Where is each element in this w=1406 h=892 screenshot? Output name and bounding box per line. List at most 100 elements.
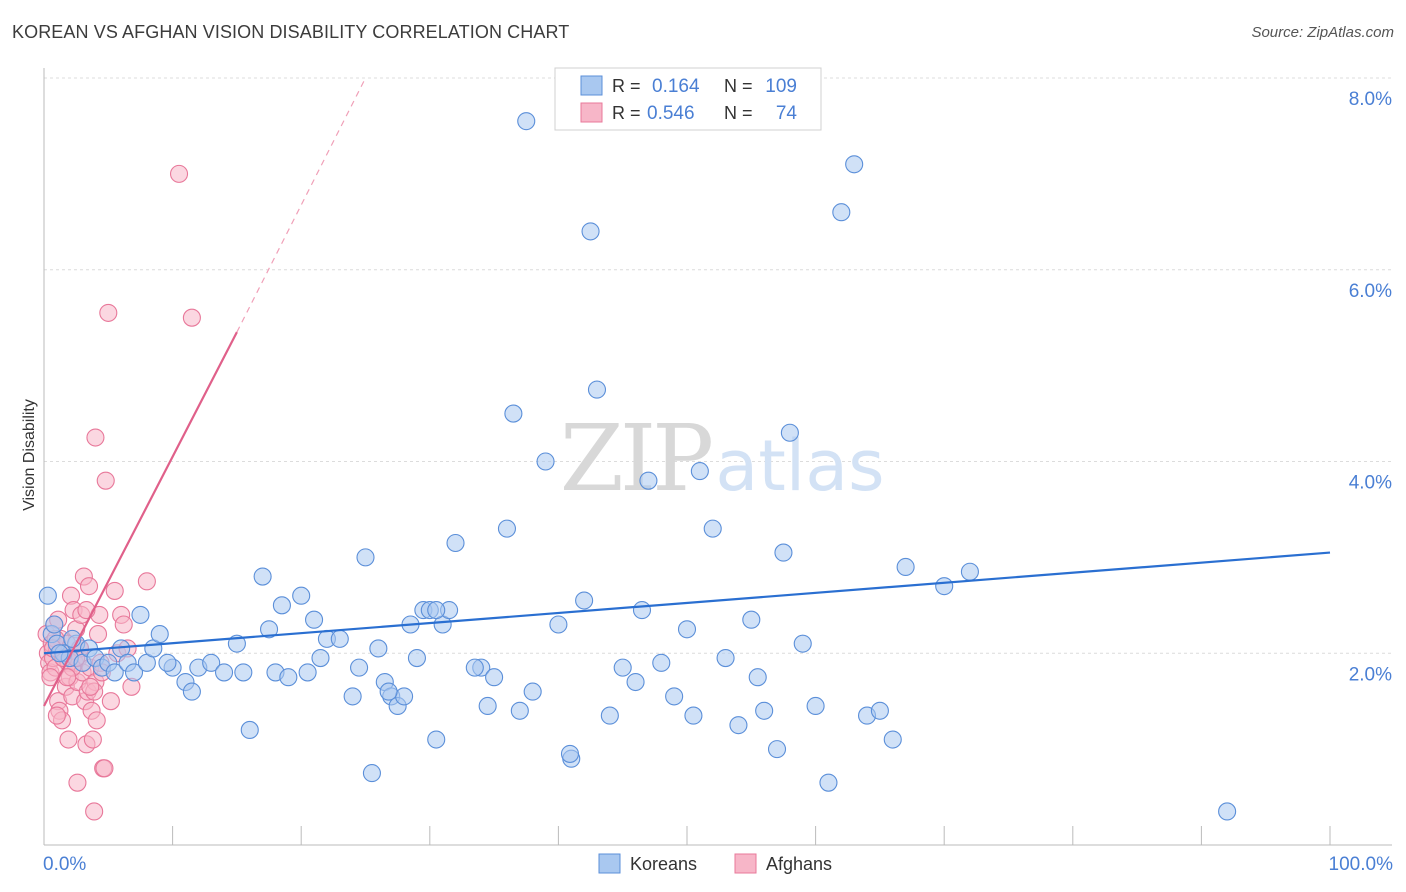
y-tick-label-3: 8.0% <box>1349 89 1392 110</box>
axes <box>43 68 1392 846</box>
stats-legend: R = 0.164 N = 109 R = 0.546 N = 74 <box>554 67 822 131</box>
korean-point-56 <box>478 696 497 716</box>
korean-point-71 <box>626 672 645 692</box>
afghan-trend-line <box>43 331 238 707</box>
afghan-point-57 <box>86 428 105 447</box>
korean-point-97 <box>935 577 954 596</box>
y-tick-label-2: 6.0% <box>1349 281 1392 302</box>
korean-point-74 <box>652 653 671 672</box>
x-tick-label-0: 0.0% <box>43 854 86 875</box>
korean-point-90 <box>819 773 838 792</box>
korean-point-68 <box>587 380 607 399</box>
korean-point-37 <box>330 629 349 648</box>
korean-point-58 <box>497 519 517 538</box>
korean-point-21 <box>182 682 201 701</box>
korean-point-32 <box>292 586 311 605</box>
korean-point-48 <box>407 648 426 668</box>
korean-point-66 <box>575 591 594 610</box>
afghan-point-46 <box>99 303 118 322</box>
afghan-points <box>37 164 201 821</box>
korean-point-24 <box>214 663 234 682</box>
korean-point-98 <box>960 562 979 581</box>
stats-r-label-korean: R = <box>612 76 641 96</box>
korean-point-84 <box>755 701 774 720</box>
korean-point-38 <box>343 687 362 706</box>
korean-point-31 <box>279 668 298 687</box>
korean-points <box>38 112 1237 821</box>
korean-point-51 <box>427 730 446 749</box>
afghan-point-36 <box>83 730 102 749</box>
afghan-trend-extension <box>236 77 367 333</box>
korean-point-96 <box>896 557 915 577</box>
korean-trend-line <box>43 551 1331 655</box>
afghan-point-66 <box>95 759 114 778</box>
korean-point-106 <box>379 682 398 701</box>
afghan-point-58 <box>68 773 87 792</box>
korean-point-105 <box>465 658 484 677</box>
korean-point-11 <box>105 663 124 682</box>
korean-point-86 <box>774 543 793 562</box>
korean-point-54 <box>446 533 465 553</box>
korean-point-41 <box>362 764 381 783</box>
korean-point-70 <box>613 658 632 677</box>
tick-labels: 2.0% 4.0% 6.0% 8.0% 0.0% 100.0% <box>43 89 1393 875</box>
y-tick-label-0: 2.0% <box>1349 664 1392 685</box>
stats-swatch-afghan <box>580 102 603 123</box>
stats-swatch-korean <box>580 75 603 96</box>
korean-point-39 <box>350 658 369 677</box>
afghan-point-73 <box>81 677 100 696</box>
korean-point-89 <box>806 696 825 716</box>
korean-point-35 <box>311 648 330 668</box>
korean-point-88 <box>793 634 812 653</box>
korean-point-18 <box>150 625 169 644</box>
stats-r-value-afghan: 0.546 <box>647 103 695 124</box>
korean-point-95 <box>883 730 902 749</box>
korean-point-63 <box>536 452 555 471</box>
korean-point-83 <box>748 668 767 687</box>
korean-point-62 <box>523 682 542 701</box>
korean-point-14 <box>124 663 144 682</box>
korean-point-61 <box>517 112 536 131</box>
trend-lines <box>43 77 1331 707</box>
korean-point-26 <box>240 720 259 740</box>
korean-point-30 <box>272 596 291 615</box>
watermark: ZIP atlas <box>560 405 885 512</box>
korean-point-81 <box>729 716 748 735</box>
watermark-atlas: atlas <box>715 425 884 507</box>
korean-point-104 <box>234 663 253 682</box>
korean-point-42 <box>369 639 388 658</box>
watermark-zip: ZIP <box>560 405 711 512</box>
korean-point-87 <box>780 423 799 442</box>
korean-point-64 <box>549 615 568 634</box>
afghan-point-45 <box>96 471 115 490</box>
legend-swatch-korean <box>598 853 621 874</box>
korean-point-107 <box>427 601 446 620</box>
afghan-point-33 <box>79 577 99 596</box>
korean-point-33 <box>298 663 317 682</box>
korean-point-108 <box>158 653 177 672</box>
korean-point-91 <box>832 203 851 222</box>
korean-point-57 <box>485 668 504 687</box>
legend-swatch-afghan <box>734 853 757 874</box>
stats-n-label-korean: N = <box>724 76 753 96</box>
afghan-point-48 <box>105 581 124 600</box>
korean-point-75 <box>665 687 684 706</box>
afghan-point-54 <box>137 572 156 591</box>
korean-point-94 <box>870 701 889 720</box>
stats-n-value-korean: 109 <box>765 76 797 97</box>
korean-point-0 <box>38 586 57 605</box>
stats-r-label-afghan: R = <box>612 103 641 123</box>
y-tick-label-1: 4.0% <box>1349 473 1392 494</box>
korean-point-27 <box>253 567 272 586</box>
korean-point-73 <box>639 471 658 490</box>
korean-point-76 <box>677 620 697 639</box>
source-label: Source: ZipAtlas.com <box>1251 24 1394 41</box>
korean-point-69 <box>600 706 619 725</box>
korean-point-72 <box>632 601 652 620</box>
legend-label-afghan: Afghans <box>766 854 832 874</box>
afghan-point-40 <box>88 625 108 644</box>
korean-point-28 <box>259 620 279 639</box>
korean-point-23 <box>202 653 221 672</box>
chart-title: KOREAN VS AFGHAN VISION DISABILITY CORRE… <box>12 22 570 42</box>
